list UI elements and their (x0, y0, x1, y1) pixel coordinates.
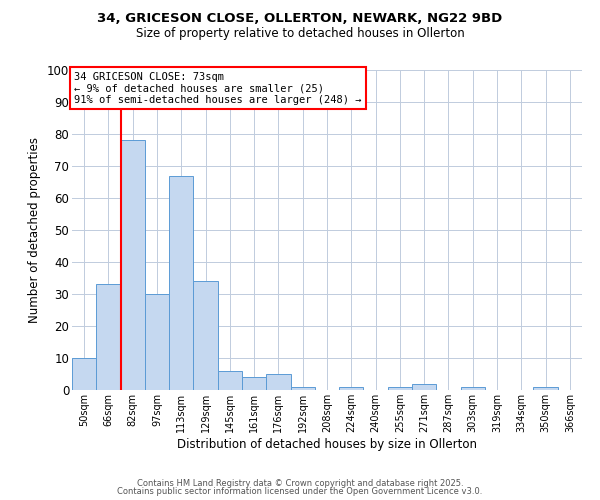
Bar (266, 374, 290, 390)
Bar (339, 387, 364, 390)
Bar (169, 176, 193, 390)
Text: Contains public sector information licensed under the Open Government Licence v3: Contains public sector information licen… (118, 488, 482, 496)
Text: Contains HM Land Registry data © Crown copyright and database right 2025.: Contains HM Land Registry data © Crown c… (137, 478, 463, 488)
Bar (193, 281, 218, 390)
Text: 34 GRICESON CLOSE: 73sqm
← 9% of detached houses are smaller (25)
91% of semi-de: 34 GRICESON CLOSE: 73sqm ← 9% of detache… (74, 72, 362, 105)
Bar (96, 284, 121, 390)
Text: Size of property relative to detached houses in Ollerton: Size of property relative to detached ho… (136, 28, 464, 40)
Bar (218, 371, 242, 390)
Bar (412, 384, 436, 390)
Bar (388, 387, 412, 390)
Bar (145, 294, 169, 390)
Y-axis label: Number of detached properties: Number of detached properties (28, 137, 41, 323)
Bar (533, 387, 558, 390)
Bar (121, 140, 145, 390)
Bar (242, 377, 266, 390)
Bar (72, 358, 96, 390)
X-axis label: Distribution of detached houses by size in Ollerton: Distribution of detached houses by size … (177, 438, 477, 451)
Bar (461, 387, 485, 390)
Text: 34, GRICESON CLOSE, OLLERTON, NEWARK, NG22 9BD: 34, GRICESON CLOSE, OLLERTON, NEWARK, NG… (97, 12, 503, 26)
Bar (290, 387, 315, 390)
